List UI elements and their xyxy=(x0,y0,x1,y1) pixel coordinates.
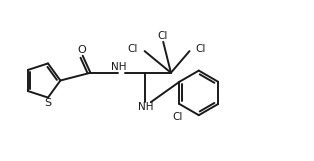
Text: Cl: Cl xyxy=(195,44,205,54)
Text: Cl: Cl xyxy=(157,31,168,41)
Text: NH: NH xyxy=(138,102,153,112)
Text: O: O xyxy=(78,45,86,56)
Text: S: S xyxy=(44,98,51,108)
Text: Cl: Cl xyxy=(127,44,138,54)
Text: Cl: Cl xyxy=(173,112,183,122)
Text: NH: NH xyxy=(111,62,127,72)
